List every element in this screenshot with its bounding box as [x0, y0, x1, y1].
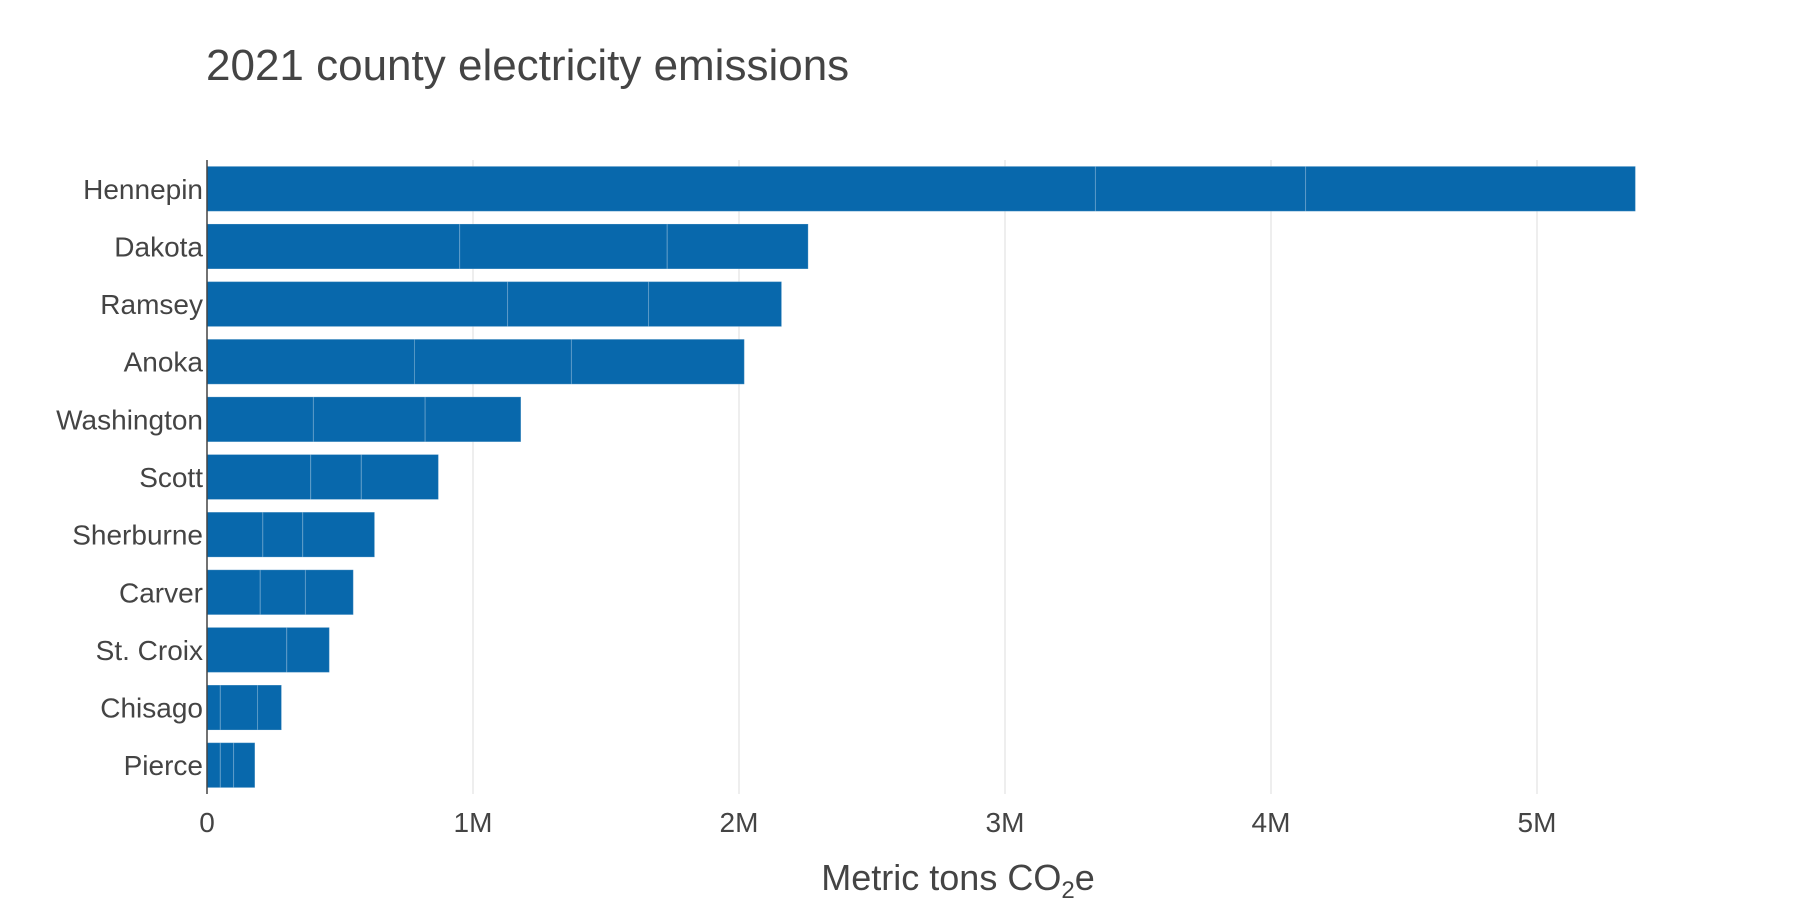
y-tick-label: Anoka	[124, 347, 204, 378]
bar-segment	[1094, 165, 1307, 212]
bar-segment	[286, 626, 330, 673]
y-tick-label: Washington	[56, 404, 203, 435]
bar-segment	[666, 223, 809, 270]
bar-segment	[360, 454, 439, 500]
bar-segment	[206, 223, 461, 270]
bar-segment	[206, 511, 264, 558]
bar-segment	[262, 511, 304, 558]
x-axis-title: Metric tons CO2e	[821, 857, 1094, 900]
chart-title: 2021 county electricity emissions	[206, 41, 849, 90]
y-tick-label: Hennepin	[83, 174, 203, 205]
bar-segment	[302, 511, 376, 558]
x-axis-title-main: Metric tons CO	[821, 857, 1061, 898]
bar-segment	[206, 281, 509, 328]
y-tick-label: Chisago	[100, 693, 203, 724]
bar-segment	[424, 396, 522, 443]
bar-segment	[206, 454, 312, 500]
x-tick-label: 2M	[720, 807, 759, 838]
bar-segment	[233, 742, 256, 789]
bar-segment	[219, 742, 235, 789]
y-tick-label: Ramsey	[100, 289, 203, 320]
bar-segment	[257, 684, 282, 731]
y-tick-label: Scott	[139, 462, 203, 493]
x-tick-label: 0	[199, 807, 215, 838]
y-tick-label: St. Croix	[96, 635, 203, 666]
bar-segment	[206, 684, 221, 731]
x-axis-title-suffix: e	[1075, 857, 1095, 898]
bar-segment	[206, 338, 415, 385]
bar-segment	[413, 338, 572, 385]
bar-segment	[1305, 165, 1636, 212]
x-tick-label: 1M	[454, 807, 493, 838]
bar-segment	[570, 338, 745, 385]
y-tick-label: Pierce	[124, 750, 203, 781]
y-tick-label: Dakota	[114, 231, 203, 262]
y-tick-labels: Hennepin Dakota Ramsey Anoka Washington Scott…	[56, 174, 203, 781]
bar-segment	[304, 569, 354, 616]
bar-segment	[206, 569, 261, 616]
x-axis-title-subscript: 2	[1061, 877, 1074, 900]
y-tick-label: Sherburne	[72, 520, 203, 551]
x-tick-labels: 0 1M 2M 3M 4M 5M	[199, 807, 1556, 838]
bar-segment	[206, 165, 1096, 212]
bar-segment	[312, 396, 426, 443]
bar-segment	[648, 281, 783, 328]
bar-segment	[206, 396, 314, 443]
bar-segment	[259, 569, 306, 616]
bar-segment	[310, 454, 362, 500]
x-tick-label: 3M	[986, 807, 1025, 838]
bar-segment	[459, 223, 668, 270]
bar-segment	[219, 684, 259, 731]
bar-segment	[206, 742, 221, 789]
y-tick-label: Carver	[119, 577, 203, 608]
bars	[206, 165, 1636, 789]
x-tick-label: 4M	[1252, 807, 1291, 838]
bar-segment	[206, 626, 288, 673]
bar-segment	[507, 281, 650, 328]
x-tick-label: 5M	[1518, 807, 1557, 838]
